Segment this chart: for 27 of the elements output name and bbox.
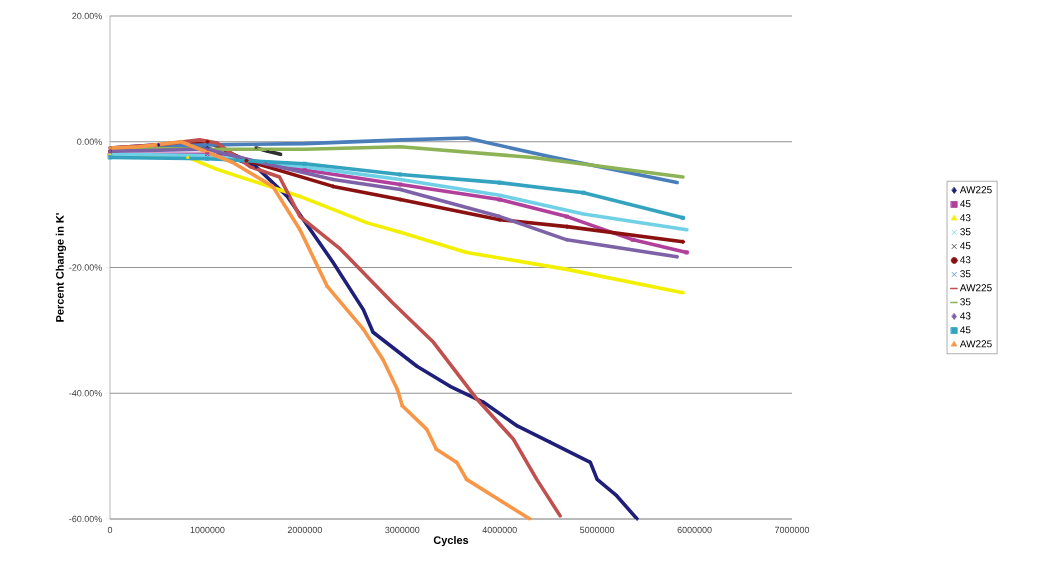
y-tick-label: -60.00% [69,515,102,523]
legend-label: AW225 [959,284,992,292]
x-tick-label: 0 [107,526,113,534]
y-tick-label: 0.00% [77,138,102,145]
legend-label: 45 [960,200,971,208]
x-tick-label: 1000000 [190,526,225,534]
legend-label: 43 [960,256,971,264]
legend-label: 35 [960,228,971,236]
y-axis-title: Percent Change in K' [55,213,66,322]
x-tick-label: 3000000 [385,526,420,534]
legend-label: AW225 [959,340,992,348]
y-tick-label: -40.00% [69,390,102,397]
legend-label: 35 [960,298,971,306]
legend-label: 45 [960,242,971,250]
legend-label: 45 [960,326,971,334]
x-axis-title: Cycles [433,535,469,547]
legend-label: 35 [960,270,971,278]
x-tick-label: 7000000 [775,526,810,534]
y-tick-label: 20.00% [72,12,102,20]
legend-label: AW225 [959,186,992,194]
x-tick-label: 5000000 [580,526,615,534]
x-tick-label: 6000000 [677,526,712,534]
x-tick-label: 2000000 [287,526,322,534]
y-tick-label: -20.00% [69,264,102,271]
legend-label: 43 [960,214,971,222]
x-tick-label: 4000000 [482,526,517,534]
legend-label: 43 [960,312,971,320]
